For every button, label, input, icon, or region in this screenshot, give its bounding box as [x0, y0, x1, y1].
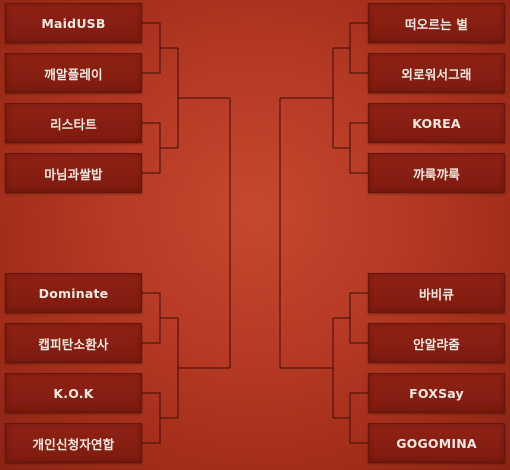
bracket-line [280, 318, 334, 418]
team-slot-right-3[interactable]: KOREA [368, 103, 505, 143]
team-slot-right-1[interactable]: 떠오르는 별 [368, 3, 505, 43]
team-slot-left-8[interactable]: 개인신청자연합 [5, 423, 142, 463]
bracket-line [280, 48, 334, 148]
team-slot-left-7[interactable]: K.O.K [5, 373, 142, 413]
team-name: 바비큐 [418, 286, 455, 302]
team-slot-left-1[interactable]: MaidUSB [5, 3, 142, 43]
bracket-line [177, 318, 230, 418]
team-slot-left-6[interactable]: 캡피탄소환사 [5, 323, 142, 363]
team-name: 꺄룩꺄룩 [413, 166, 460, 182]
bracket-line [333, 292, 368, 344]
team-slot-right-6[interactable]: 안알랴줌 [368, 323, 505, 363]
bracket-line [142, 122, 178, 174]
team-name: 마님과쌀밥 [44, 166, 103, 182]
bracket-line [333, 392, 368, 444]
team-name: 외로워서그래 [401, 66, 472, 82]
team-slot-right-5[interactable]: 바비큐 [368, 273, 505, 313]
team-slot-right-4[interactable]: 꺄룩꺄룩 [368, 153, 505, 193]
bracket-line [177, 48, 230, 148]
team-name: GOGOMINA [396, 435, 477, 451]
team-slot-left-4[interactable]: 마님과쌀밥 [5, 153, 142, 193]
team-slot-right-2[interactable]: 외로워서그래 [368, 53, 505, 93]
team-name: 깨알플레이 [44, 66, 103, 82]
bracket-line [142, 22, 178, 74]
team-name: 개인신청자연합 [32, 436, 115, 452]
team-name: 캡피탄소환사 [38, 336, 109, 352]
team-slot-right-7[interactable]: FOXSay [368, 373, 505, 413]
bracket-line [333, 122, 368, 174]
team-name: 리스타트 [50, 116, 97, 132]
team-name: 안알랴줌 [413, 336, 460, 352]
team-slot-left-2[interactable]: 깨알플레이 [5, 53, 142, 93]
team-name: K.O.K [53, 385, 94, 401]
team-name: Dominate [38, 285, 109, 301]
team-name: MaidUSB [41, 15, 106, 31]
team-slot-right-8[interactable]: GOGOMINA [368, 423, 505, 463]
bracket-line [333, 22, 368, 74]
bracket-line [142, 392, 178, 444]
bracket-line [142, 292, 178, 344]
team-name: 떠오르는 별 [404, 16, 469, 32]
team-slot-left-5[interactable]: Dominate [5, 273, 142, 313]
team-name: KOREA [412, 115, 461, 131]
team-slot-left-3[interactable]: 리스타트 [5, 103, 142, 143]
team-name: FOXSay [409, 385, 464, 401]
